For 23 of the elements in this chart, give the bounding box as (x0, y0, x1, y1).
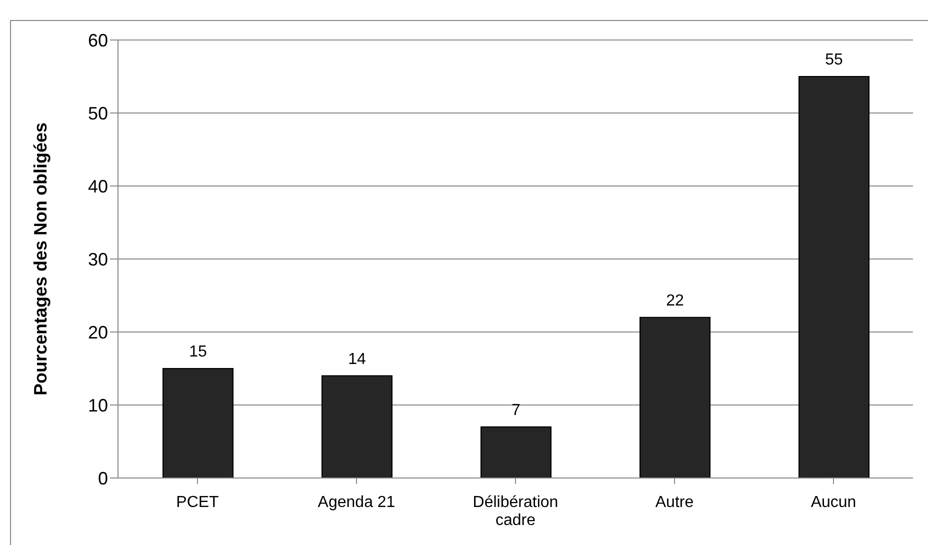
data-label: 55 (825, 52, 843, 68)
data-label: 15 (189, 344, 207, 360)
data-label: 7 (512, 402, 521, 419)
y-tick-label: 30 (88, 249, 108, 270)
x-tick-label: Autre (655, 494, 694, 511)
data-label: 22 (666, 292, 684, 310)
y-axis-title: Pourcentages des Non obligées (30, 122, 50, 396)
y-tick-label: 40 (88, 176, 108, 196)
x-tick-label: Agenda 21 (318, 494, 396, 511)
data-label: 14 (348, 350, 366, 368)
x-tick-label: Aucun (810, 494, 856, 511)
x-tick-label: PCET (176, 494, 220, 511)
y-tick-label: 20 (88, 322, 108, 342)
y-tick-label: 60 (88, 30, 108, 50)
y-tick-label: 0 (98, 468, 108, 488)
bar (798, 76, 870, 478)
bar (640, 316, 710, 478)
x-tick-label: Délibération cadre (472, 494, 558, 530)
y-tick-label: 10 (88, 395, 108, 416)
bar (162, 368, 234, 478)
bar (480, 426, 552, 478)
bar (322, 375, 392, 478)
y-tick-label: 50 (88, 103, 108, 124)
